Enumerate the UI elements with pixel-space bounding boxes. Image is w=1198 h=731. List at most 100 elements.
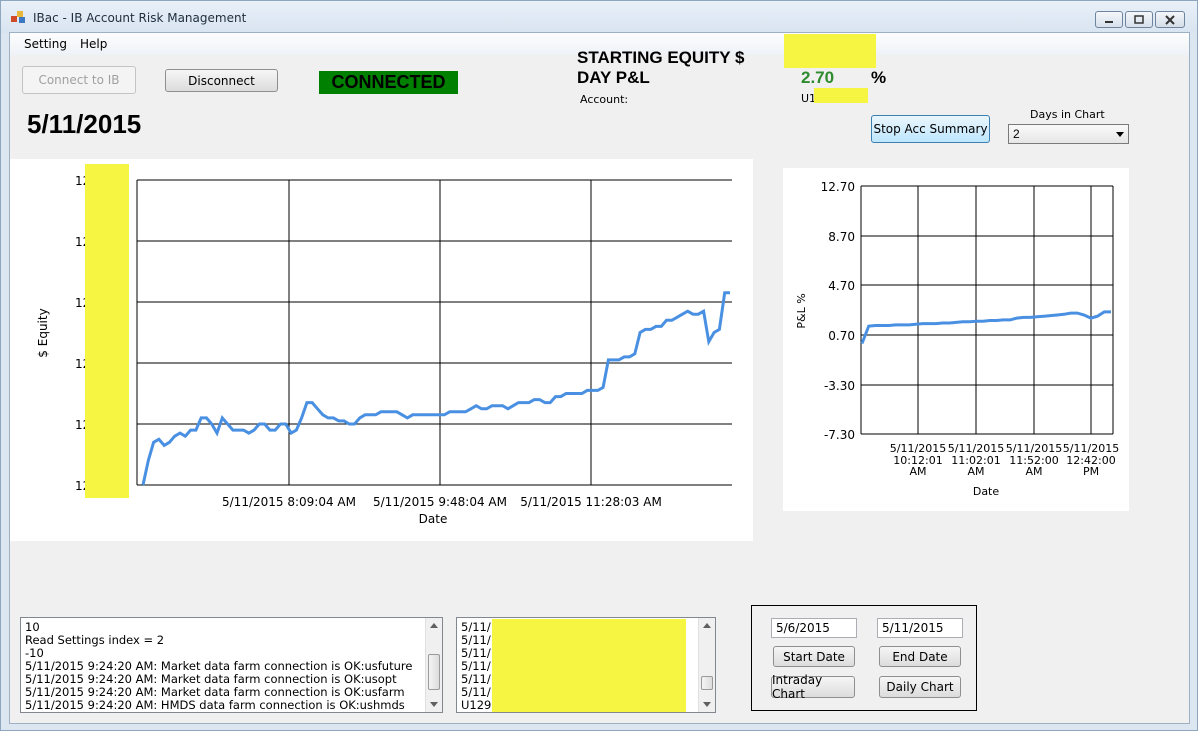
start-date-button[interactable]: Start Date <box>773 646 855 667</box>
daily-chart-button[interactable]: Daily Chart <box>879 676 961 698</box>
pnl-xtick-2: 5/11/2015 11:02:01 AM <box>948 442 1004 478</box>
svg-text:12:42:00: 12:42:00 <box>1066 454 1115 467</box>
svg-text:11:02:01: 11:02:01 <box>951 454 1000 467</box>
equity-xlabel: Date <box>419 512 448 526</box>
window-title: IBac - IB Account Risk Management <box>33 11 247 25</box>
days-in-chart-label: Days in Chart <box>1030 108 1105 121</box>
menu-bar: Setting Help <box>10 33 1189 55</box>
close-icon <box>1165 14 1175 25</box>
app-icon <box>11 11 25 23</box>
svg-text:5/11/2015: 5/11/2015 <box>890 442 946 455</box>
log-listbox[interactable]: 10 Read Settings index = 2 -10 5/11/2015… <box>20 617 443 713</box>
connect-button[interactable]: Connect to IB <box>22 66 136 94</box>
end-date-button[interactable]: End Date <box>879 646 961 667</box>
svg-text:AM: AM <box>967 465 984 478</box>
svg-text:5/11/2015: 5/11/2015 <box>1063 442 1119 455</box>
pnl-grid <box>860 185 1114 435</box>
date-range-group: 5/6/2015 5/11/2015 Start Date End Date I… <box>751 605 977 711</box>
pnl-chart: 12.70 8.70 4.70 0.70 -3.30 -7.30 5/11/20… <box>795 180 1119 498</box>
minimize-button[interactable] <box>1095 11 1123 28</box>
pnl-ytick-2: 8.70 <box>828 230 855 244</box>
equity-xtick-2: 5/11/2015 9:48:04 AM <box>373 495 507 509</box>
day-pnl-value: 2.70 <box>801 68 835 87</box>
maximize-button[interactable] <box>1125 11 1153 28</box>
scroll-down-icon[interactable] <box>430 702 438 707</box>
days-in-chart-select[interactable]: 2 <box>1008 124 1129 144</box>
menu-help[interactable]: Help <box>80 37 108 51</box>
log-line: Read Settings index = 2 <box>25 633 165 647</box>
scroll-down-icon[interactable] <box>703 702 711 707</box>
log-line: 10 <box>25 620 40 634</box>
starting-equity-label: STARTING EQUITY $ <box>577 48 745 67</box>
scroll-thumb[interactable] <box>428 654 440 690</box>
day-pnl-label: DAY P&L <box>577 68 650 87</box>
svg-text:AM: AM <box>1025 465 1042 478</box>
scroll-up-icon[interactable] <box>430 623 438 628</box>
maximize-icon <box>1134 15 1144 24</box>
list-item: 5/11/ <box>461 685 491 699</box>
days-in-chart-value: 2 <box>1013 127 1020 141</box>
list-item: 5/11/ <box>461 646 491 660</box>
svg-text:AM: AM <box>909 465 926 478</box>
equity-xtick-3: 5/11/2015 11:28:03 AM <box>520 495 662 509</box>
account-id: U1 <box>801 92 817 105</box>
svg-text:10:12:01: 10:12:01 <box>893 454 942 467</box>
account-label: Account: <box>580 93 629 106</box>
svg-text:PM: PM <box>1083 465 1099 478</box>
log-line: 5/11/2015 9:24:20 AM: Market data farm c… <box>25 685 405 699</box>
title-bar[interactable]: IBac - IB Account Risk Management <box>1 1 1197 33</box>
svg-text:5/11/2015: 5/11/2015 <box>948 442 1004 455</box>
close-button[interactable] <box>1155 11 1185 28</box>
redacted-equity-axis <box>85 164 129 498</box>
pnl-ytick-6: -7.30 <box>824 428 855 442</box>
intraday-chart-button[interactable]: Intraday Chart <box>771 673 855 701</box>
list-item: 5/11/ <box>461 633 491 647</box>
list-item: 5/11/ <box>461 672 491 686</box>
end-date-field[interactable]: 5/11/2015 <box>877 618 963 638</box>
pnl-xlabel: Date <box>973 485 1000 498</box>
stop-acc-summary-button[interactable]: Stop Acc Summary <box>871 115 990 143</box>
equity-ylabel: $ Equity <box>36 308 50 357</box>
pnl-ytick-4: 0.70 <box>828 329 855 343</box>
equity-xtick-1: 5/11/2015 8:09:04 AM <box>222 495 356 509</box>
pnl-xtick-1: 5/11/2015 10:12:01 AM <box>890 442 946 478</box>
svg-text:5/11/2015: 5/11/2015 <box>1006 442 1062 455</box>
pnl-ylabel: P&L % <box>795 293 808 328</box>
chevron-down-icon <box>1116 132 1124 137</box>
disconnect-button[interactable]: Disconnect <box>165 69 278 92</box>
pnl-xtick-3: 5/11/2015 11:52:00 AM <box>1006 442 1062 478</box>
pnl-chart-panel: 12.70 8.70 4.70 0.70 -3.30 -7.30 5/11/20… <box>783 168 1129 511</box>
current-date: 5/11/2015 <box>27 109 142 139</box>
start-date-field[interactable]: 5/6/2015 <box>771 618 857 638</box>
redacted-account-list <box>492 619 686 712</box>
pnl-ytick-1: 12.70 <box>821 180 855 194</box>
log-line: -10 <box>25 646 44 660</box>
log-line: 5/11/2015 9:24:20 AM: Market data farm c… <box>25 672 397 686</box>
equity-chart-panel: 12 12 12 12 12 12 5/11/2015 8:09:04 AM 5… <box>10 159 753 541</box>
equity-chart: 12 12 12 12 12 12 5/11/2015 8:09:04 AM 5… <box>36 164 732 526</box>
pnl-ytick-3: 4.70 <box>828 279 855 293</box>
account-scrollbar[interactable] <box>698 618 715 712</box>
scroll-thumb[interactable] <box>701 676 713 690</box>
list-item: 5/11/ <box>461 620 491 634</box>
redacted-account-id <box>814 88 868 103</box>
menu-setting[interactable]: Setting <box>24 37 67 51</box>
account-listbox[interactable]: 5/11/ 5/11/ 5/11/ 5/11/ 5/11/ 5/11/ U129 <box>456 617 716 713</box>
list-item: 5/11/ <box>461 659 491 673</box>
pnl-series-line <box>860 310 1111 345</box>
connection-status-badge: CONNECTED <box>319 71 458 94</box>
pnl-xtick-4: 5/11/2015 12:42:00 PM <box>1063 442 1119 478</box>
log-scrollbar[interactable] <box>425 618 442 712</box>
svg-text:11:52:00: 11:52:00 <box>1009 454 1058 467</box>
scroll-up-icon[interactable] <box>703 623 711 628</box>
day-pnl-unit: % <box>871 68 887 87</box>
log-line: 5/11/2015 9:24:20 AM: HMDS data farm con… <box>25 698 405 712</box>
minimize-icon <box>1105 20 1113 23</box>
client-area: Setting Help Connect to IB Disconnect CO… <box>9 32 1190 724</box>
redacted-equity-value <box>784 34 876 68</box>
pnl-ytick-5: -3.30 <box>824 379 855 393</box>
equity-grid <box>136 179 732 486</box>
log-line: 5/11/2015 9:24:20 AM: Market data farm c… <box>25 659 413 673</box>
list-item: U129 <box>461 698 492 712</box>
